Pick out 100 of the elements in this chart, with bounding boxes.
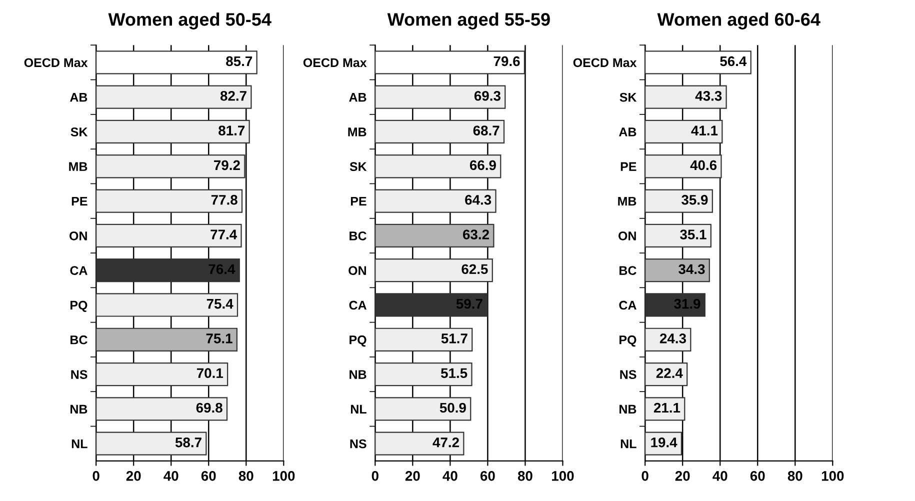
data-label: 35.1 [680,230,706,240]
data-label: 51.5 [440,368,468,378]
y-tick-label: NB [350,370,366,379]
chart-title: Women aged 55-59 [387,12,550,30]
y-tick-label: MB [618,196,636,206]
chart-title: Women aged 60-64 [657,12,820,30]
data-label: 21.1 [654,402,680,413]
data-label: 75.1 [206,334,232,344]
bar [375,120,505,144]
y-tick-label: OECD Max [573,58,637,68]
bar [96,85,252,109]
x-tick-label: 100 [272,471,295,481]
bar [645,154,722,178]
y-tick-label: PE [350,196,366,206]
y-tick-label: AB [619,128,636,136]
y-tick-label: CA [619,300,636,310]
bar [96,362,228,386]
y-tick-label: PE [72,196,88,206]
bar [96,224,242,248]
y-tick-label: CA [70,266,88,275]
bar [645,258,710,282]
data-label: 70.1 [196,368,224,378]
x-tick-label: 0 [642,471,648,481]
data-label: 77.4 [210,230,238,240]
x-tick-label: 20 [126,471,141,481]
y-tick-label: ON [348,266,366,275]
data-label: 43.3 [695,90,722,101]
bar [96,120,250,144]
x-tick-label: 80 [238,471,254,481]
data-label: 66.9 [470,160,496,170]
y-tick-label: PQ [620,335,636,347]
x-tick-label: 60 [480,471,495,481]
x-tick-label: 0 [92,471,100,481]
data-label: 50.9 [440,402,466,413]
y-tick-label: PE [620,162,636,171]
data-label: 19.4 [651,437,678,448]
data-label: 63.2 [463,230,489,240]
data-label: 69.3 [474,90,500,101]
x-tick-label: 20 [675,471,690,481]
data-label: 79.6 [494,56,520,66]
bar [96,154,246,178]
y-tick-label: BC [70,335,88,344]
y-tick-label: OECD Max [24,58,88,68]
data-label: 24.3 [660,334,686,344]
bar [96,50,258,74]
data-label: 77.8 [211,194,238,205]
x-tick-label: 20 [405,471,420,481]
y-tick-label: AB [70,93,88,102]
x-tick-label: 60 [201,471,216,481]
data-label: 62.5 [462,264,488,274]
bar [96,293,238,317]
data-label: 68.7 [473,126,500,136]
x-tick-label: 100 [552,471,574,481]
bar [96,258,240,282]
data-label: 22.4 [656,368,683,378]
bar [375,85,506,109]
data-label: 81.7 [218,126,245,136]
bar [375,362,472,386]
y-tick-label: NS [71,370,88,379]
bar [645,224,712,248]
y-tick-label: PQ [350,335,366,347]
data-label: 35.9 [682,194,708,205]
bar [645,50,752,74]
data-label: 64.3 [465,194,492,205]
y-tick-label: PQ [70,300,88,312]
bar [96,432,207,456]
data-label: 85.7 [226,56,252,66]
bar [645,120,723,144]
y-tick-label: NS [620,370,636,379]
data-label: 79.2 [214,160,240,170]
x-tick-label: 80 [518,471,532,481]
data-label: 69.8 [196,402,222,413]
bar [96,189,243,213]
chart-title: Women aged 50-54 [108,12,272,30]
bar [645,397,686,421]
y-tick-label: OECD Max [303,58,367,68]
y-tick-label: NB [620,404,636,414]
y-tick-label: NB [70,404,88,414]
y-tick-label: SK [350,162,367,172]
y-tick-label: NL [72,440,88,448]
bar [375,328,473,352]
y-tick-label: NS [350,439,366,448]
bar [375,293,488,317]
bar [375,189,496,213]
x-tick-label: 0 [372,471,378,481]
bar [375,154,502,178]
y-tick-label: AB [349,93,366,102]
y-tick-label: SK [620,92,637,102]
bar [375,50,526,74]
x-tick-label: 80 [788,471,802,481]
x-tick-label: 40 [712,471,728,481]
data-label: 47.2 [432,437,459,448]
bar [645,189,713,213]
y-tick-label: ON [618,231,636,240]
bar [645,85,727,109]
y-tick-label: MB [69,162,88,171]
bar [375,432,464,456]
bar [375,397,472,421]
bar [375,224,494,248]
data-label: 40.6 [690,160,717,170]
